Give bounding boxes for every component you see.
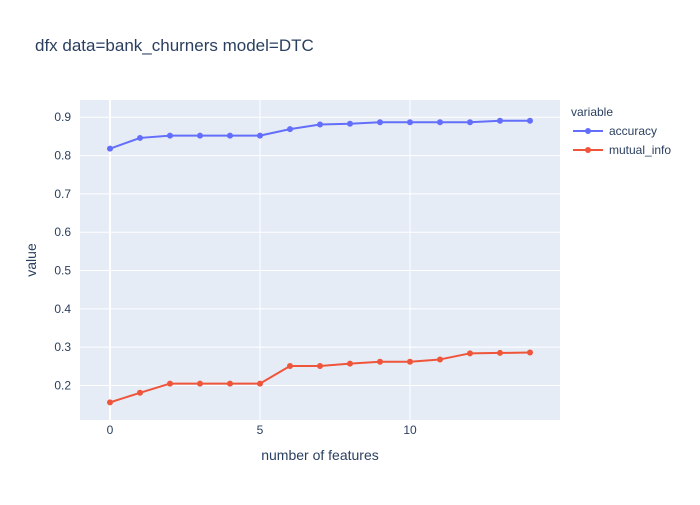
x-tick-label: 0 bbox=[107, 423, 114, 437]
data-point-accuracy bbox=[407, 119, 413, 126]
legend-swatch-marker-mutual_info bbox=[585, 147, 591, 153]
y-tick-label: 0.5 bbox=[54, 264, 71, 278]
y-tick-label: 0.2 bbox=[54, 379, 71, 393]
chart-title: dfx data=bank_churners model=DTC bbox=[35, 36, 314, 55]
data-point-mutual_info bbox=[407, 358, 413, 365]
data-point-accuracy bbox=[467, 119, 473, 126]
data-point-accuracy bbox=[107, 145, 113, 152]
data-point-mutual_info bbox=[317, 362, 323, 369]
data-series bbox=[107, 117, 533, 406]
grid-lines bbox=[80, 100, 560, 420]
data-point-accuracy bbox=[257, 132, 263, 139]
data-point-mutual_info bbox=[347, 360, 353, 367]
y-tick-label: 0.3 bbox=[54, 340, 71, 354]
y-tick-label: 0.7 bbox=[54, 187, 71, 201]
data-point-accuracy bbox=[497, 117, 503, 124]
data-point-accuracy bbox=[317, 121, 323, 128]
y-tick-label: 0.6 bbox=[54, 225, 71, 239]
data-point-accuracy bbox=[167, 132, 173, 139]
x-axis-title: number of features bbox=[261, 447, 379, 463]
data-point-mutual_info bbox=[377, 358, 383, 365]
x-tick-label: 5 bbox=[257, 423, 264, 437]
legend-swatch-marker-accuracy bbox=[585, 128, 591, 134]
y-axis-title: value bbox=[23, 243, 39, 277]
data-point-mutual_info bbox=[137, 389, 143, 396]
plot-area bbox=[80, 100, 560, 420]
data-point-mutual_info bbox=[527, 349, 533, 356]
data-point-mutual_info bbox=[167, 380, 173, 387]
data-point-mutual_info bbox=[287, 362, 293, 369]
data-point-accuracy bbox=[137, 134, 143, 141]
data-point-mutual_info bbox=[227, 380, 233, 387]
y-tick-label: 0.9 bbox=[54, 110, 71, 124]
data-point-mutual_info bbox=[197, 380, 203, 387]
y-tick-label: 0.8 bbox=[54, 149, 71, 163]
legend-label-accuracy: accuracy bbox=[609, 124, 657, 138]
x-tick-label: 10 bbox=[403, 423, 417, 437]
data-point-mutual_info bbox=[467, 350, 473, 357]
data-point-mutual_info bbox=[437, 356, 443, 363]
y-tick-label: 0.4 bbox=[54, 302, 71, 316]
data-point-accuracy bbox=[437, 119, 443, 126]
data-point-mutual_info bbox=[107, 399, 113, 406]
x-tick-labels: 0 5 10 bbox=[107, 423, 417, 437]
y-tick-labels: 0.2 0.3 0.4 0.5 0.6 0.7 0.8 0.9 bbox=[54, 110, 71, 392]
legend-label-mutual_info: mutual_info bbox=[609, 143, 671, 157]
legend-items: accuracy mutual_info bbox=[573, 124, 671, 157]
data-point-accuracy bbox=[377, 119, 383, 126]
data-point-accuracy bbox=[527, 117, 533, 124]
data-point-mutual_info bbox=[497, 349, 503, 356]
data-point-accuracy bbox=[197, 132, 203, 139]
data-point-accuracy bbox=[287, 126, 293, 133]
legend: variable accuracy mutual_info bbox=[571, 105, 671, 157]
data-point-accuracy bbox=[227, 132, 233, 139]
legend-title: variable bbox=[571, 105, 613, 119]
data-point-accuracy bbox=[347, 120, 353, 127]
data-point-mutual_info bbox=[257, 380, 263, 387]
